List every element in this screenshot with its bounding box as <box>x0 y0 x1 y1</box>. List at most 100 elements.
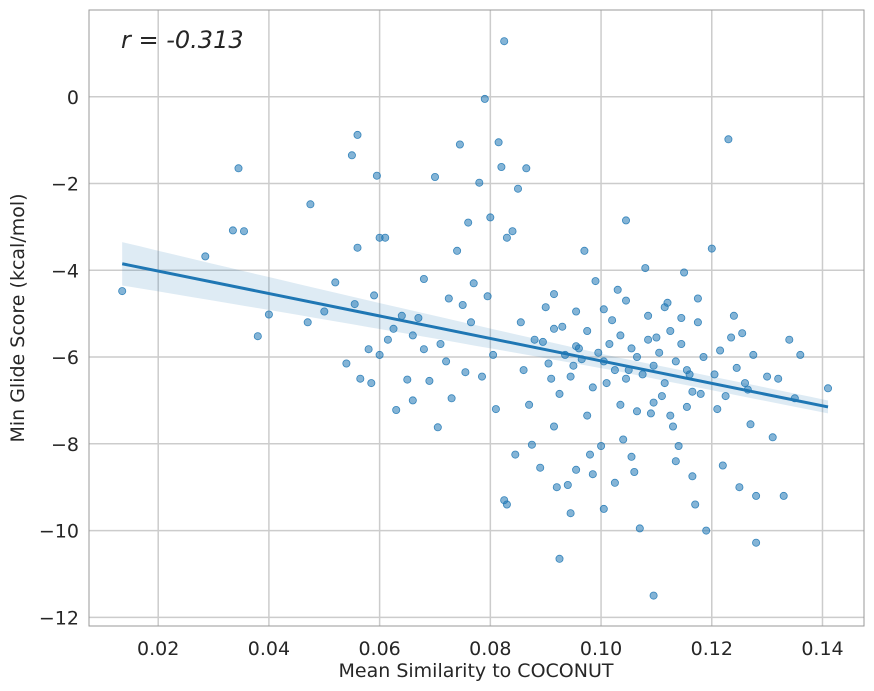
y-tick-label: −8 <box>51 434 79 456</box>
data-point <box>239 227 248 236</box>
data-point <box>364 345 373 354</box>
data-point <box>383 335 392 344</box>
data-point <box>381 233 390 242</box>
data-point <box>536 463 545 472</box>
data-point <box>436 339 445 348</box>
data-point <box>522 164 531 173</box>
data-point <box>342 359 351 368</box>
data-point <box>469 279 478 288</box>
data-point <box>572 465 581 474</box>
data-point <box>547 374 556 383</box>
data-point <box>713 405 722 414</box>
data-point <box>649 398 658 407</box>
data-point <box>458 300 467 309</box>
data-point <box>699 352 708 361</box>
x-tick-label: 0.10 <box>580 638 622 660</box>
data-point <box>491 405 500 414</box>
data-point <box>752 538 761 547</box>
data-point <box>693 294 702 303</box>
correlation-annotation: r = -0.313 <box>121 26 244 54</box>
data-point <box>616 400 625 409</box>
data-point <box>497 162 506 171</box>
data-point <box>735 483 744 492</box>
data-point <box>502 233 511 242</box>
data-point <box>516 318 525 327</box>
data-point <box>710 370 719 379</box>
data-point <box>403 375 412 384</box>
plot-background <box>89 10 864 626</box>
data-point <box>644 311 653 320</box>
data-point <box>527 440 536 449</box>
data-point <box>347 151 356 160</box>
data-point <box>389 324 398 333</box>
data-point <box>671 357 680 366</box>
data-point <box>682 402 691 411</box>
data-point <box>353 130 362 139</box>
data-point <box>688 387 697 396</box>
data-point <box>655 348 664 357</box>
data-point <box>718 461 727 470</box>
data-point <box>610 366 619 375</box>
data-point <box>489 350 498 359</box>
data-point <box>530 335 539 344</box>
data-point <box>320 307 329 316</box>
data-point <box>763 372 772 381</box>
x-tick-label: 0.02 <box>137 638 179 660</box>
data-point <box>660 379 669 388</box>
data-point <box>677 339 686 348</box>
data-point <box>627 452 636 461</box>
y-tick-label: −4 <box>51 260 79 282</box>
data-point <box>785 335 794 344</box>
data-points <box>118 37 833 600</box>
data-point <box>696 389 705 398</box>
data-point <box>555 389 564 398</box>
data-point <box>707 244 716 253</box>
data-point <box>724 135 733 144</box>
data-point <box>649 591 658 600</box>
data-point <box>442 357 451 366</box>
data-point <box>824 384 833 393</box>
data-point <box>306 200 315 209</box>
data-point <box>588 470 597 479</box>
data-point <box>666 326 675 335</box>
data-point <box>408 396 417 405</box>
data-point <box>666 411 675 420</box>
data-point <box>550 290 559 299</box>
data-point <box>566 372 575 381</box>
data-point <box>558 322 567 331</box>
data-point <box>367 379 376 388</box>
data-point <box>201 252 210 261</box>
data-point <box>602 379 611 388</box>
data-point <box>638 370 647 379</box>
data-point <box>657 392 666 401</box>
data-point <box>572 342 581 351</box>
data-point <box>555 554 564 563</box>
data-point <box>500 37 509 46</box>
data-point <box>372 171 381 180</box>
data-point <box>671 457 680 466</box>
data-point <box>508 227 517 236</box>
data-point <box>375 350 384 359</box>
data-point <box>569 361 578 370</box>
y-tick-label: −12 <box>39 607 79 629</box>
data-point <box>444 294 453 303</box>
data-point <box>480 94 489 103</box>
data-point <box>752 491 761 500</box>
data-point <box>641 264 650 273</box>
data-point <box>455 140 464 149</box>
data-point <box>447 394 456 403</box>
data-point <box>583 411 592 420</box>
data-point <box>796 350 805 359</box>
data-point <box>392 405 401 414</box>
data-point <box>464 218 473 227</box>
data-point <box>331 278 340 287</box>
data-point <box>619 435 628 444</box>
data-point <box>234 164 243 173</box>
y-tick-label: −6 <box>51 347 79 369</box>
data-point <box>688 472 697 481</box>
data-point <box>494 138 503 147</box>
data-point <box>461 368 470 377</box>
data-point <box>425 376 434 385</box>
data-point <box>633 352 642 361</box>
x-tick-label: 0.06 <box>358 638 400 660</box>
